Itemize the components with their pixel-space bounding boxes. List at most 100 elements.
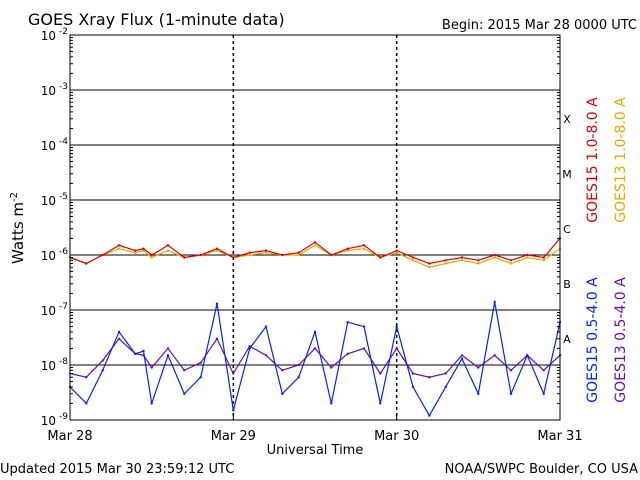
legend-entry: GOES15 0.5-4.0 A — [585, 277, 601, 403]
data-point — [444, 262, 447, 265]
flare-class-label: A — [563, 333, 571, 346]
x-tick-label: Mar 28 — [47, 429, 92, 444]
series-line — [69, 244, 561, 268]
y-axis-ticks: 10-210-310-410-510-610-710-810-9 — [41, 27, 560, 428]
y-tick-label: 10 — [41, 29, 56, 43]
series-line — [69, 238, 561, 265]
data-point — [493, 300, 496, 304]
data-point — [444, 259, 447, 262]
data-point — [477, 259, 480, 262]
data-point — [117, 337, 121, 340]
data-point — [183, 392, 186, 395]
data-point — [411, 385, 415, 389]
data-point — [117, 244, 121, 247]
data-point — [330, 402, 333, 405]
y-tick-exponent: -3 — [59, 82, 68, 92]
data-point — [477, 392, 480, 395]
data-point — [542, 256, 545, 259]
y-tick-exponent: -9 — [59, 412, 68, 422]
data-point — [411, 372, 415, 375]
flare-class-label: M — [562, 168, 572, 181]
data-point — [313, 241, 317, 244]
data-point — [142, 349, 145, 353]
data-point — [346, 249, 349, 252]
data-point — [444, 372, 447, 375]
data-point — [362, 244, 366, 247]
flare-class-label: B — [563, 278, 571, 291]
data-point — [542, 259, 545, 262]
data-point — [85, 376, 88, 379]
y-tick-exponent: -5 — [59, 192, 68, 202]
y-tick-exponent: -6 — [59, 247, 68, 257]
data-point — [395, 251, 398, 254]
data-point — [428, 266, 431, 269]
data-point — [150, 256, 153, 259]
data-point — [281, 392, 284, 395]
begin-label: Begin: 2015 Mar 28 0000 UTC — [442, 18, 637, 33]
data-point — [248, 251, 251, 254]
chart-title: GOES Xray Flux (1-minute data) — [28, 10, 285, 29]
data-point — [509, 369, 513, 372]
flare-class-label: C — [563, 223, 571, 236]
data-point — [379, 372, 382, 375]
y-tick-exponent: -4 — [59, 137, 68, 147]
data-point — [248, 347, 251, 350]
data-point — [166, 244, 170, 247]
data-point — [346, 321, 349, 324]
legend-entry: GOES13 1.0-8.0 A — [613, 97, 629, 223]
data-point — [85, 262, 88, 265]
data-point — [362, 325, 366, 328]
data-point — [395, 325, 398, 328]
data-point — [150, 402, 153, 405]
data-point — [428, 262, 431, 265]
x-tick-label: Mar 30 — [374, 429, 419, 444]
data-point — [362, 347, 366, 350]
data-point — [142, 247, 145, 250]
data-point — [150, 253, 153, 257]
data-point — [142, 249, 145, 252]
data-point — [166, 249, 170, 252]
data-point — [444, 385, 447, 389]
series-layer — [68, 237, 562, 417]
data-point — [411, 259, 415, 262]
y-tick-label: 10 — [41, 414, 56, 428]
data-point — [199, 376, 202, 379]
y-axis-label-main: Watts m — [9, 202, 27, 264]
data-point — [183, 369, 186, 372]
data-point — [117, 330, 121, 334]
data-point — [313, 244, 317, 247]
data-point — [460, 259, 464, 262]
data-point — [281, 253, 284, 257]
data-point — [346, 247, 349, 250]
data-point — [134, 352, 137, 355]
y-tick-exponent: -8 — [59, 357, 68, 367]
y-tick-label: 10 — [41, 84, 56, 98]
chart-grid — [70, 35, 560, 420]
data-point — [330, 253, 333, 257]
y-tick-label: 10 — [41, 139, 56, 153]
y-axis-label-exp: -2 — [9, 192, 20, 202]
data-point — [232, 256, 235, 259]
data-point — [215, 337, 219, 340]
footer-source: NOAA/SWPC Boulder, CO USA — [445, 462, 638, 477]
data-point — [395, 347, 398, 350]
data-point — [428, 414, 431, 417]
data-point — [297, 376, 300, 379]
data-point — [166, 347, 170, 350]
data-point — [493, 256, 496, 259]
legend-entry: GOES15 1.0-8.0 A — [585, 97, 601, 223]
data-point — [542, 392, 545, 395]
data-point — [297, 251, 300, 254]
data-point — [232, 409, 235, 412]
data-point — [134, 251, 137, 254]
data-point — [264, 325, 268, 328]
data-point — [509, 259, 513, 262]
data-point — [134, 249, 137, 252]
legend: GOES15 1.0-8.0 A GOES13 1.0-8.0 A GOES15 0… — [585, 97, 629, 403]
data-point — [477, 366, 480, 369]
data-point — [428, 376, 431, 379]
data-point — [297, 253, 300, 257]
data-point — [101, 359, 104, 362]
data-point — [264, 249, 268, 252]
